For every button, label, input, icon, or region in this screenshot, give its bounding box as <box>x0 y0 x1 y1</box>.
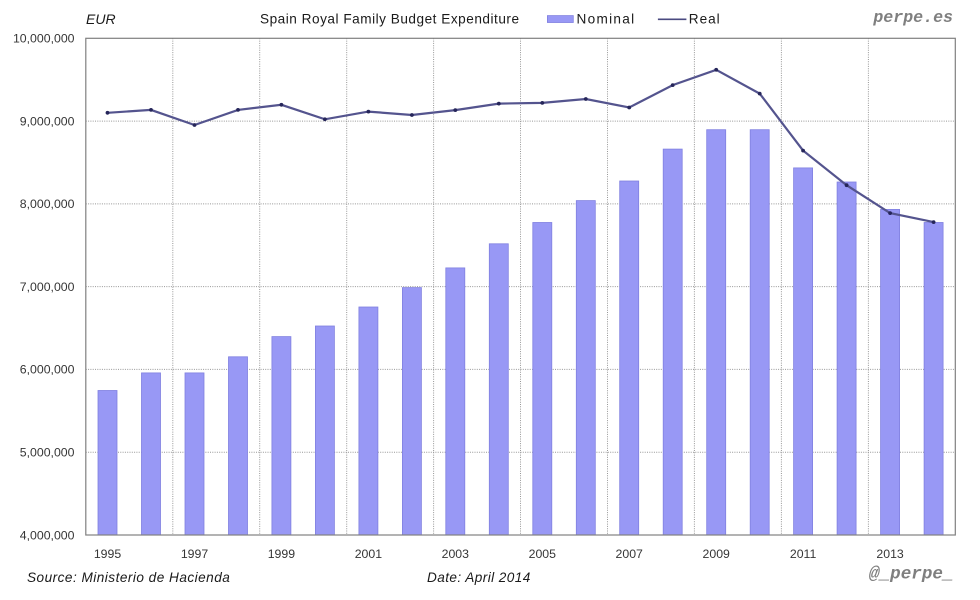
svg-text:Date: April 2014: Date: April 2014 <box>427 570 531 585</box>
svg-text:1999: 1999 <box>268 547 296 561</box>
svg-text:2011: 2011 <box>790 547 817 561</box>
svg-text:EUR: EUR <box>86 11 116 27</box>
svg-text:9,000,000: 9,000,000 <box>20 114 75 128</box>
svg-text:Real: Real <box>689 12 721 27</box>
svg-text:Nominal: Nominal <box>577 12 636 27</box>
svg-text:2003: 2003 <box>442 547 470 561</box>
svg-text:perpe.es: perpe.es <box>872 8 953 27</box>
svg-text:2009: 2009 <box>703 547 731 561</box>
svg-text:4,000,000: 4,000,000 <box>20 528 75 542</box>
svg-text:6,000,000: 6,000,000 <box>20 363 75 377</box>
svg-text:1995: 1995 <box>94 547 122 561</box>
svg-text:Source: Ministerio de Hacienda: Source: Ministerio de Hacienda <box>27 570 230 585</box>
svg-text:@_perpe_: @_perpe_ <box>869 565 953 585</box>
svg-text:5,000,000: 5,000,000 <box>20 446 75 460</box>
svg-text:2013: 2013 <box>876 547 904 561</box>
svg-text:Spain Royal Family Budget Expe: Spain Royal Family Budget Expenditure <box>260 12 520 27</box>
svg-text:8,000,000: 8,000,000 <box>20 197 75 211</box>
svg-text:7,000,000: 7,000,000 <box>20 280 75 294</box>
svg-text:10,000,000: 10,000,000 <box>13 32 75 46</box>
svg-text:2001: 2001 <box>355 547 383 561</box>
svg-text:2007: 2007 <box>616 547 644 561</box>
svg-text:2005: 2005 <box>529 547 557 561</box>
svg-text:1997: 1997 <box>181 547 209 561</box>
